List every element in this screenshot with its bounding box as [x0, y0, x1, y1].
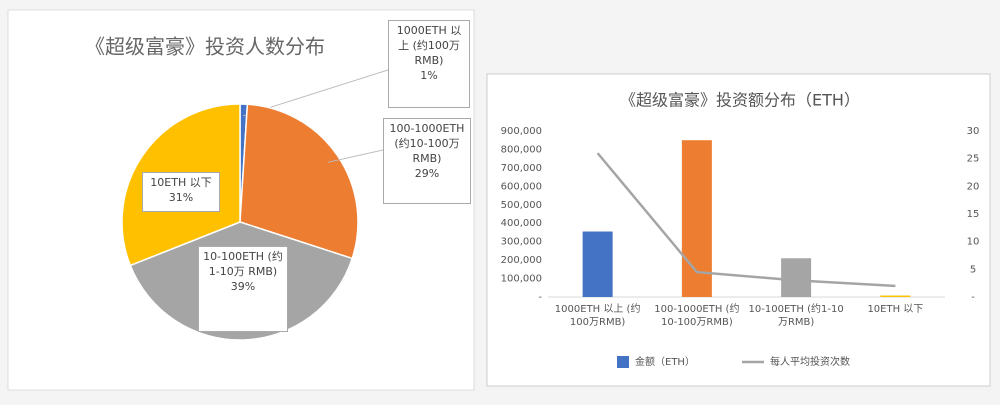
y2-tick-label: 15: [967, 209, 980, 220]
y-tick-label: 800,000: [501, 144, 542, 155]
data-label: 10ETH 以下 31%: [142, 172, 220, 212]
y-tick-label: 200,000: [501, 255, 542, 266]
x-tick-label-box: 100-1000ETH (约10-100万RMB): [654, 304, 740, 328]
data-label: 100-1000ETH (约10-100万 RMB) 29%: [383, 118, 471, 204]
pie-slice: [239, 103, 359, 260]
category-label: 100-1000ETH (约10-100万 RMB): [389, 122, 465, 165]
legend-swatch: [617, 356, 629, 368]
legend-label: 金额（ETH）: [635, 355, 695, 368]
leader-line: [327, 149, 384, 163]
chart-title: 《超级富豪》投资人数分布: [85, 35, 325, 59]
y2-tick-label: -: [971, 292, 975, 303]
data-label: 10-100ETH (约1-10万 RMB) 39%: [198, 246, 288, 332]
legend-label: 每人平均投资次数: [770, 355, 850, 368]
x-tick-label: 10ETH 以下: [867, 304, 924, 315]
x-tick-label: 100-1000ETH (约10-100万RMB): [654, 304, 740, 328]
bar: [880, 295, 911, 297]
y2-tick-label: 30: [967, 126, 980, 137]
y-tick-label: -: [538, 292, 542, 303]
y2-tick-label: 20: [967, 181, 980, 192]
y2-tick-label: 10: [967, 237, 980, 248]
bar: [781, 258, 812, 297]
value-label: 31%: [168, 191, 194, 204]
data-label: 1000ETH 以上 (约100万 RMB) 1%: [388, 20, 470, 108]
y2-tick-label: 5: [970, 264, 976, 275]
y-tick-label: 700,000: [501, 163, 542, 174]
category-label: 1000ETH 以上 (约100万 RMB): [396, 24, 462, 67]
y2-tick-label: 25: [967, 154, 980, 165]
bar: [582, 231, 613, 297]
x-tick-label-box: 10ETH 以下: [867, 304, 924, 315]
y-tick-label: 100,000: [501, 274, 542, 285]
category-label: 10ETH 以下: [150, 176, 212, 189]
x-tick-label-box: 1000ETH 以上 (约100万RMB): [554, 304, 641, 328]
y-tick-label: 600,000: [501, 181, 542, 192]
x-tick-label: 10-100ETH (约1-10万RMB): [748, 304, 844, 328]
category-label: 10-100ETH (约1-10万 RMB): [203, 250, 283, 278]
value-label: 29%: [414, 167, 440, 180]
x-tick-label: 1000ETH 以上 (约100万RMB): [554, 304, 641, 328]
line: [596, 152, 896, 288]
value-label: 1%: [420, 69, 438, 82]
value-label: 39%: [230, 280, 256, 293]
y-tick-label: 500,000: [501, 200, 542, 211]
chart-title: 《超级富豪》投资额分布（ETH）: [620, 91, 860, 110]
combo-panel: [486, 73, 991, 387]
y-tick-label: 400,000: [501, 218, 542, 229]
y-tick-label: 900,000: [501, 126, 542, 137]
x-tick-label-box: 10-100ETH (约1-10万RMB): [748, 304, 844, 328]
y-tick-label: 300,000: [501, 237, 542, 248]
